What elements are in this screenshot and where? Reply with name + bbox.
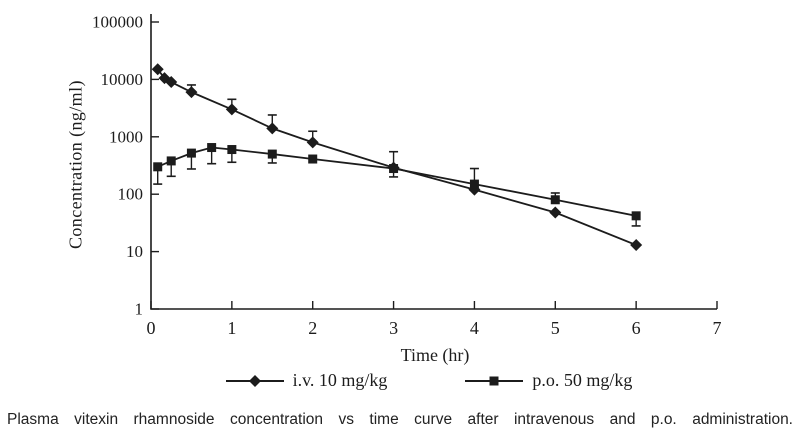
- svg-text:10: 10: [126, 242, 143, 261]
- svg-text:1: 1: [135, 300, 144, 319]
- svg-text:100: 100: [118, 185, 144, 204]
- svg-text:100000: 100000: [92, 13, 143, 32]
- figure-caption: Plasma vitexin rhamnoside concentration …: [7, 411, 793, 428]
- svg-text:5: 5: [551, 318, 560, 338]
- y-axis-title: Concentration (ng/ml): [65, 80, 86, 250]
- legend-item-iv: i.v. 10 mg/kg: [225, 370, 388, 391]
- svg-text:1: 1: [227, 318, 236, 338]
- legend-item-po: p.o. 50 mg/kg: [465, 370, 632, 391]
- svg-text:1000: 1000: [109, 127, 143, 146]
- diamond-marker-icon: [225, 374, 284, 387]
- svg-text:6: 6: [632, 318, 641, 338]
- svg-text:0: 0: [147, 318, 156, 338]
- legend-label-po: p.o. 50 mg/kg: [532, 370, 633, 390]
- svg-text:2: 2: [308, 318, 317, 338]
- svg-text:7: 7: [713, 318, 722, 338]
- square-marker-icon: [465, 376, 524, 385]
- svg-text:10000: 10000: [101, 70, 144, 89]
- x-axis-title: Time (hr): [400, 345, 470, 365]
- svg-text:4: 4: [470, 318, 479, 338]
- legend: i.v. 10 mg/kg p.o. 50 mg/kg: [0, 370, 800, 391]
- legend-label-iv: i.v. 10 mg/kg: [292, 370, 388, 390]
- svg-text:3: 3: [389, 318, 398, 338]
